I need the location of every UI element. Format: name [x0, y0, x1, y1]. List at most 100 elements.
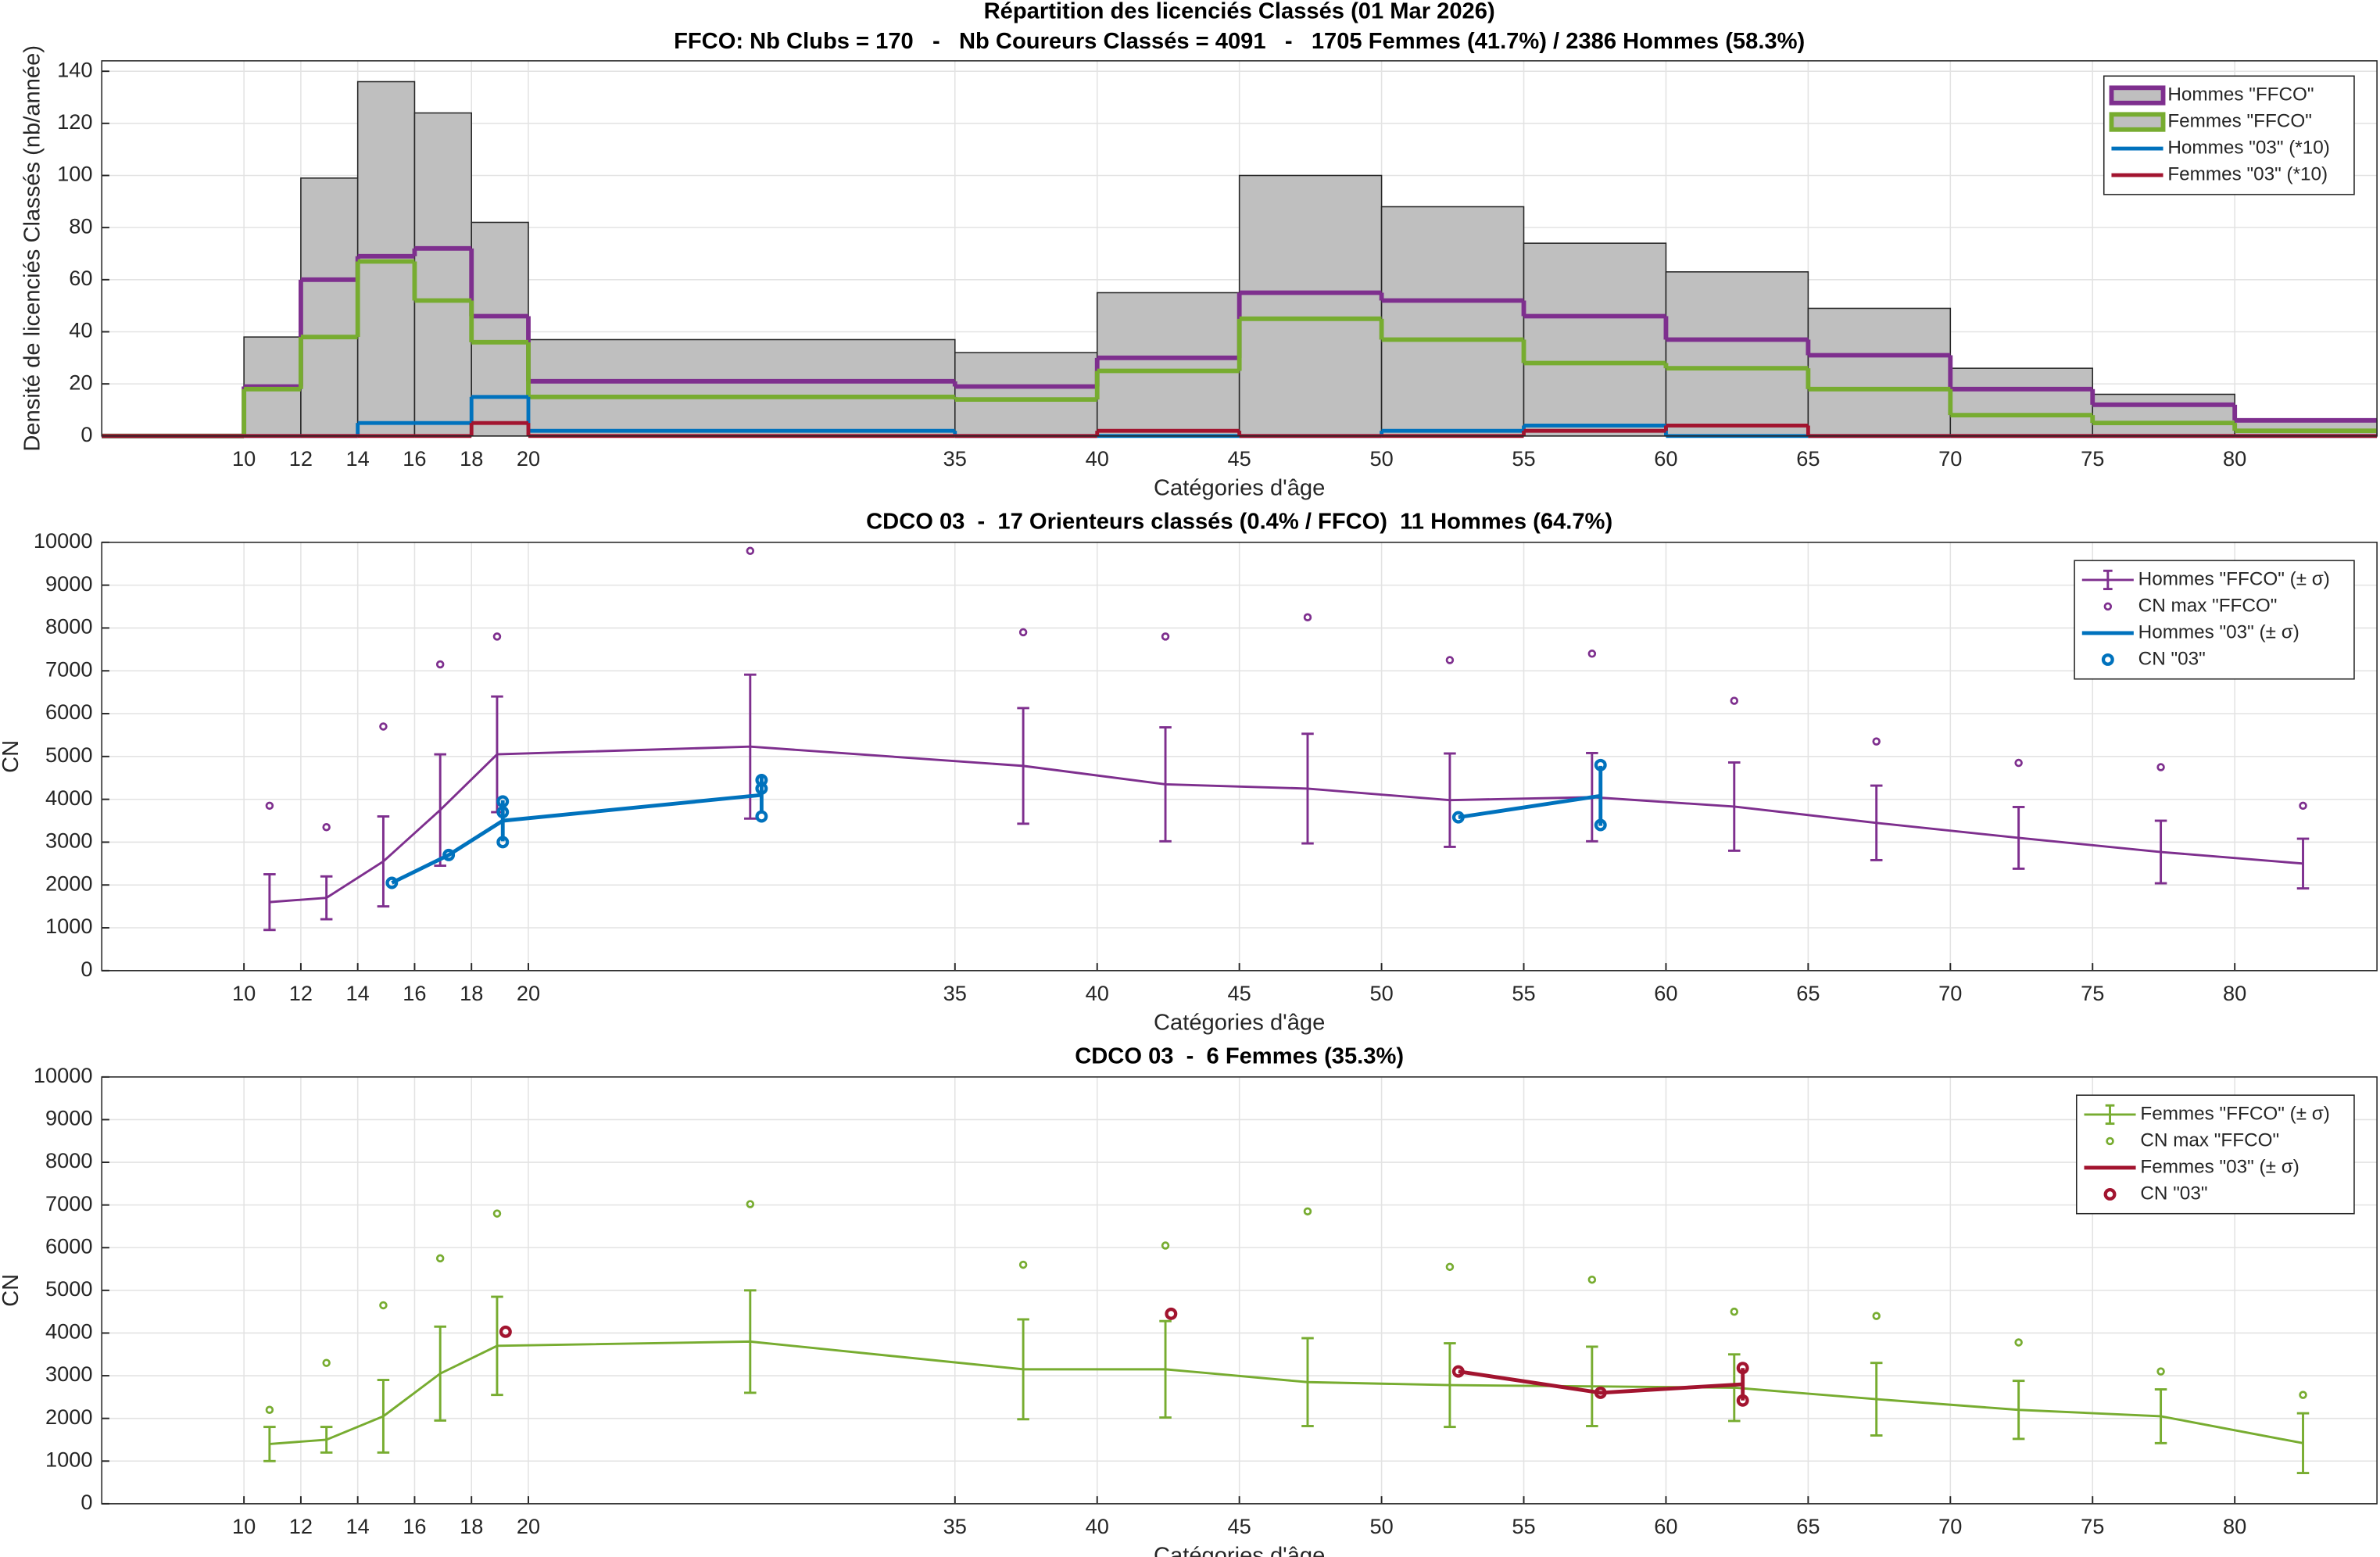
scatter-point [1445, 1262, 1455, 1272]
legend-swatch [2101, 653, 2114, 666]
y-tick-label: 5000 [45, 743, 92, 767]
histogram-bar [954, 352, 1098, 437]
x-tick-label: 10 [232, 981, 256, 1005]
y-tick-label: 7000 [45, 657, 92, 681]
x-tick-label: 18 [460, 981, 483, 1005]
scatter-point [746, 546, 755, 556]
scatter-point [1445, 656, 1455, 664]
series-line [269, 745, 2303, 904]
x-tick-label: 16 [403, 981, 426, 1005]
scatter-point [2156, 1367, 2165, 1376]
chart-title: CDCO 03 - 17 Orienteurs classés (0.4% / … [866, 509, 1612, 534]
error-bar [1159, 1319, 1172, 1419]
error-bar [1586, 1345, 1598, 1427]
y-tick-label: 9000 [45, 1106, 92, 1130]
error-bar [1301, 732, 1314, 845]
scatter-point [755, 810, 768, 823]
x-tick-label: 55 [1512, 446, 1535, 471]
x-tick-label: 35 [943, 1514, 967, 1538]
y-tick-label: 4000 [45, 1319, 92, 1344]
y-axis-label: CN [0, 740, 23, 773]
scatter-point [1730, 696, 1739, 705]
scatter-point [442, 848, 456, 861]
scatter-point [379, 722, 388, 731]
error-bar [2296, 837, 2310, 890]
scatter-point [1165, 1307, 1178, 1320]
x-tick-label: 14 [346, 981, 370, 1005]
scatter-point [322, 1358, 331, 1367]
x-tick-label: 20 [517, 446, 540, 471]
x-tick-label: 80 [2223, 1514, 2246, 1538]
error-bar [1728, 761, 1741, 852]
scatter-point [2156, 763, 2165, 771]
error-bar [377, 815, 390, 908]
y-tick-label: 8000 [45, 614, 92, 639]
x-tick-label: 16 [403, 446, 426, 471]
histogram-bar [1523, 242, 1667, 437]
histogram-bar [356, 81, 416, 437]
y-tick-label: 6000 [45, 700, 92, 724]
histogram-bar [1096, 292, 1240, 437]
scatter-point [1736, 1362, 1749, 1375]
scatter-point [1872, 737, 1881, 746]
x-tick-label: 50 [1369, 446, 1393, 471]
legend-swatch [2109, 85, 2166, 106]
y-tick-label: 7000 [45, 1191, 92, 1215]
chart-title: CDCO 03 - 6 Femmes (35.3%) [1075, 1043, 1404, 1068]
error-bar [320, 875, 333, 921]
legend-label: CN max "FFCO" [2138, 595, 2278, 616]
histogram-bar [1949, 367, 2094, 437]
chart-subtitle: FFCO: Nb Clubs = 170 - Nb Coureurs Class… [674, 29, 1805, 54]
y-tick-label: 60 [69, 266, 92, 290]
legend-swatch [2109, 112, 2166, 132]
error-bar [2012, 1380, 2025, 1441]
x-tick-label: 18 [460, 1514, 483, 1538]
scatter-point [435, 660, 445, 669]
scatter-point [2299, 1391, 2307, 1399]
x-tick-label: 60 [1654, 1514, 1677, 1538]
scatter-point [1018, 1260, 1028, 1269]
y-tick-label: 120 [57, 109, 92, 134]
scatter-point [492, 632, 502, 641]
error-bar [2296, 1412, 2310, 1475]
x-tick-label: 40 [1086, 446, 1109, 471]
error-bar [1017, 707, 1029, 825]
error-bar [1444, 752, 1456, 848]
x-tick-label: 40 [1086, 981, 1109, 1005]
y-tick-label: 10000 [34, 1063, 93, 1087]
legend: Hommes "FFCO" Femmes "FFCO" Hommes "03" (*… [2103, 75, 2355, 195]
legend-label: Hommes "03" (± σ) [2138, 621, 2299, 642]
y-tick-label: 40 [69, 318, 92, 342]
scatter-point [322, 822, 331, 832]
x-tick-label: 20 [517, 1514, 540, 1538]
scatter-point [496, 836, 510, 849]
scatter-point [755, 782, 768, 795]
x-tick-label: 70 [1938, 1514, 1962, 1538]
x-tick-label: 50 [1369, 981, 1393, 1005]
x-tick-label: 10 [232, 1514, 256, 1538]
x-tick-label: 12 [289, 981, 313, 1005]
legend-label: Hommes "FFCO" [2167, 84, 2314, 105]
y-tick-label: 0 [81, 957, 92, 981]
x-tick-label: 75 [2081, 446, 2104, 471]
x-tick-label: 14 [346, 1514, 370, 1538]
x-tick-label: 35 [943, 446, 967, 471]
chart-title: Répartition des licenciés Classés (01 Ma… [984, 0, 1495, 23]
y-tick-label: 6000 [45, 1233, 92, 1258]
x-tick-label: 60 [1654, 446, 1677, 471]
scatter-point [1587, 650, 1597, 658]
x-tick-label: 75 [2081, 1514, 2104, 1538]
x-tick-label: 18 [460, 446, 483, 471]
y-tick-label: 20 [69, 370, 92, 394]
scatter-point [492, 1209, 502, 1218]
scatter-point [2299, 801, 2307, 811]
legend-swatch [2103, 602, 2113, 611]
scatter-point [1161, 632, 1170, 641]
legend-label: Hommes "03" (*10) [2167, 137, 2330, 158]
histogram-bar [471, 221, 529, 437]
y-tick-label: 3000 [45, 1362, 92, 1386]
x-axis-label: Catégories d'âge [1154, 476, 1325, 501]
scatter-point [435, 1254, 445, 1263]
scatter-point [1587, 1275, 1597, 1284]
